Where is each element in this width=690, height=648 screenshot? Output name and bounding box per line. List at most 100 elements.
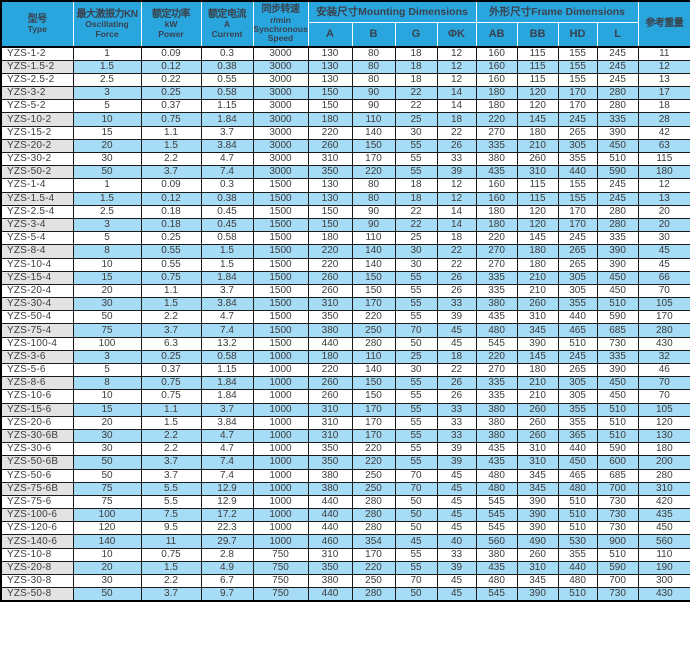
- value-cell: 1500: [252, 178, 309, 193]
- value-cell: 305: [557, 376, 598, 391]
- value-cell: 545: [475, 494, 518, 510]
- value-cell: 450: [637, 521, 690, 536]
- value-cell: 390: [516, 508, 559, 523]
- value-cell: 180: [307, 231, 353, 246]
- value-cell: 18: [394, 178, 438, 193]
- value-cell: 130: [307, 178, 353, 193]
- value-cell: 0.75: [140, 547, 202, 562]
- table-row: YZS-120-6 120 9.5 22.3 1000 440 280 50 45 545 390 5…: [0, 521, 690, 536]
- value-cell: 26: [436, 138, 477, 154]
- value-cell: 25: [394, 231, 438, 246]
- table-row: YZS-10-2 10 0.75 1.84 3000 180 110 25 18 220 145 24…: [0, 112, 690, 127]
- col-header-force-cn: 最大激振力KN: [76, 8, 138, 20]
- value-cell: 11: [637, 45, 690, 61]
- value-cell: 1500: [252, 336, 309, 351]
- model-cell: YZS-5-2: [0, 99, 74, 114]
- value-cell: 220: [475, 349, 518, 365]
- value-cell: 1.5: [72, 191, 142, 206]
- value-cell: 380: [307, 481, 353, 496]
- value-cell: 39: [436, 455, 477, 470]
- value-cell: 305: [557, 283, 598, 299]
- value-cell: 3000: [252, 125, 309, 140]
- value-cell: 260: [516, 297, 559, 312]
- value-cell: 1500: [252, 217, 309, 233]
- value-cell: 0.75: [140, 376, 202, 391]
- value-cell: 14: [436, 86, 477, 101]
- value-cell: 18: [394, 59, 438, 74]
- motor-spec-table: 型号 Type 最大激振力KN Oscillating Force 额定功率 k…: [0, 0, 690, 602]
- value-cell: 50: [72, 455, 142, 470]
- value-cell: 29.7: [200, 534, 254, 549]
- model-cell: YZS-8-6: [0, 376, 74, 391]
- value-cell: 210: [516, 389, 559, 404]
- value-cell: 30: [394, 125, 438, 140]
- value-cell: 1000: [252, 468, 309, 483]
- value-cell: 170: [351, 547, 396, 562]
- value-cell: 3.84: [200, 415, 254, 430]
- value-cell: 440: [557, 165, 598, 180]
- value-cell: 730: [596, 587, 639, 602]
- col-header-power-cn: 额定功率: [152, 8, 191, 20]
- value-cell: 50: [72, 587, 142, 602]
- table-body: YZS-1-2 1 0.09 0.3 3000 130 80 18 12 160 115 155 245…: [0, 45, 690, 602]
- value-cell: 20: [72, 415, 142, 430]
- value-cell: 600: [596, 455, 639, 470]
- value-cell: 80: [351, 45, 396, 61]
- value-cell: 4.7: [200, 428, 254, 444]
- value-cell: 120: [516, 86, 559, 101]
- value-cell: 70: [394, 481, 438, 496]
- value-cell: 20: [72, 138, 142, 154]
- value-cell: 0.38: [200, 191, 254, 206]
- value-cell: 3: [72, 86, 142, 101]
- model-cell: YZS-100-6: [0, 508, 74, 523]
- value-cell: 32: [637, 349, 690, 365]
- value-cell: 50: [394, 587, 438, 602]
- value-cell: 260: [516, 402, 559, 417]
- model-cell: YZS-120-6: [0, 521, 74, 536]
- col-header-type-en: Type: [27, 24, 47, 35]
- value-cell: 39: [436, 560, 477, 576]
- value-cell: 160: [475, 45, 518, 61]
- value-cell: 70: [394, 573, 438, 589]
- value-cell: 22.3: [200, 521, 254, 536]
- value-cell: 435: [475, 455, 518, 470]
- value-cell: 730: [596, 494, 639, 510]
- value-cell: 310: [516, 560, 559, 576]
- value-cell: 1.5: [140, 415, 202, 430]
- value-cell: 280: [637, 323, 690, 338]
- value-cell: 510: [596, 402, 639, 417]
- value-cell: 0.58: [200, 349, 254, 365]
- value-cell: 50: [394, 336, 438, 351]
- value-cell: 270: [475, 257, 518, 272]
- value-cell: 130: [307, 72, 353, 88]
- value-cell: 7.5: [140, 508, 202, 523]
- value-cell: 50: [394, 521, 438, 536]
- value-cell: 3.7: [140, 468, 202, 483]
- value-cell: 305: [557, 138, 598, 154]
- value-cell: 1000: [252, 349, 309, 365]
- value-cell: 18: [394, 72, 438, 88]
- value-cell: 30: [72, 428, 142, 444]
- model-cell: YZS-5-4: [0, 231, 74, 246]
- value-cell: 7.4: [200, 323, 254, 338]
- value-cell: 150: [351, 389, 396, 404]
- value-cell: 180: [637, 442, 690, 457]
- value-cell: 510: [596, 428, 639, 444]
- value-cell: 510: [596, 151, 639, 167]
- value-cell: 380: [307, 468, 353, 483]
- value-cell: 1.15: [200, 362, 254, 378]
- value-cell: 0.25: [140, 86, 202, 101]
- table-row: YZS-1.5-2 1.5 0.12 0.38 3000 130 80 18 12 160 115 1…: [0, 59, 690, 74]
- value-cell: 0.3: [200, 178, 254, 193]
- table-row: YZS-50-4 50 2.2 4.7 1500 350 220 55 39 435 310 440 5…: [0, 310, 690, 325]
- value-cell: 18: [436, 112, 477, 127]
- value-cell: 115: [516, 191, 559, 206]
- value-cell: 685: [596, 468, 639, 483]
- value-cell: 45: [436, 587, 477, 602]
- value-cell: 450: [596, 376, 639, 391]
- value-cell: 130: [307, 191, 353, 206]
- value-cell: 170: [557, 204, 598, 219]
- value-cell: 22: [436, 257, 477, 272]
- value-cell: 350: [307, 442, 353, 457]
- value-cell: 250: [351, 573, 396, 589]
